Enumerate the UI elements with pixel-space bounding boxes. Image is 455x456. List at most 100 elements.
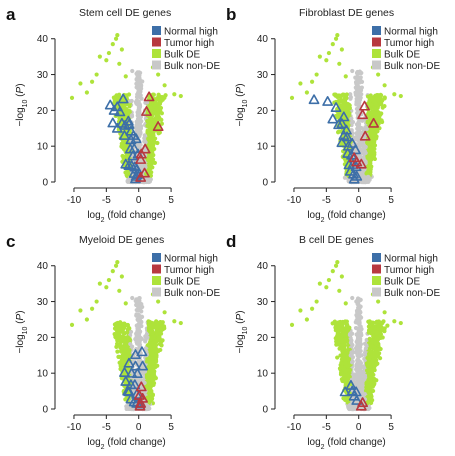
triangle-marker [111, 122, 123, 133]
panel-letter: b [226, 5, 236, 24]
triangle-marker [339, 386, 351, 397]
y-tick-label: 20 [257, 106, 269, 117]
triangle-marker [123, 357, 135, 368]
y-tick-label: 0 [42, 405, 48, 416]
legend-label: Tumor high [384, 265, 434, 276]
legend-swatch [152, 253, 161, 262]
x-tick-label: -5 [322, 195, 331, 206]
legend-swatch [372, 26, 381, 35]
y-tick-label: 30 [257, 297, 269, 308]
y-tick-label: 20 [37, 106, 49, 117]
triangle-marker [327, 113, 339, 124]
triangle-marker [351, 156, 363, 167]
y-axis-label: −log10 (P) [15, 83, 29, 126]
triangle-marker [341, 131, 353, 142]
triangle-marker [130, 133, 142, 144]
x-tick-label: 5 [168, 422, 174, 433]
x-axis-label: log2 (fold change) [87, 210, 165, 224]
y-tick-label: 20 [257, 333, 269, 344]
panel-title: Fibroblast DE genes [299, 7, 394, 19]
x-tick-label: -10 [287, 422, 302, 433]
x-axis-label: log2 (fold change) [307, 437, 385, 451]
y-tick-label: 40 [37, 261, 49, 272]
y-tick-label: 0 [42, 178, 48, 189]
triangle-marker [141, 106, 152, 116]
x-tick-label: 5 [168, 195, 174, 206]
legend-swatch [152, 276, 161, 285]
triangle-marker [104, 99, 116, 110]
legend-label: Normal high [384, 253, 438, 264]
legend-swatch [152, 26, 161, 35]
y-tick-label: 30 [37, 297, 49, 308]
series-tumor-high [133, 381, 148, 411]
legend-swatch [372, 253, 381, 262]
triangle-marker [143, 91, 155, 102]
y-tick-label: 40 [257, 261, 269, 272]
y-tick-label: 10 [37, 142, 49, 153]
panel-letter: a [6, 5, 16, 24]
y-axis-label: −log10 (P) [235, 310, 249, 353]
legend-swatch [152, 49, 161, 58]
triangle-marker [359, 100, 370, 111]
x-tick-label: -5 [102, 422, 111, 433]
triangle-marker [348, 173, 360, 184]
triangle-marker [122, 115, 134, 126]
x-tick-label: 5 [388, 422, 394, 433]
triangle-marker [152, 121, 164, 131]
x-tick-label: -5 [322, 422, 331, 433]
triangle-marker [135, 171, 147, 182]
triangle-marker [357, 109, 368, 120]
triangle-marker [308, 94, 320, 105]
y-tick-label: 40 [257, 34, 269, 45]
x-tick-label: -10 [67, 195, 82, 206]
triangle-marker [336, 137, 348, 148]
triangle-marker [139, 167, 150, 178]
triangle-marker [132, 368, 143, 379]
triangle-marker [336, 118, 348, 129]
panel-title: B cell DE genes [299, 234, 374, 246]
triangle-marker [117, 93, 129, 104]
y-axis-label: −log10 (P) [15, 310, 29, 353]
triangle-marker [119, 130, 130, 140]
y-tick-label: 10 [257, 369, 269, 380]
x-tick-label: 0 [356, 195, 362, 206]
legend-label: Bulk DE [164, 276, 200, 287]
x-tick-label: 0 [356, 422, 362, 433]
triangle-marker [330, 102, 342, 112]
legend-label: Normal high [164, 253, 218, 264]
series-tumor-high [355, 397, 368, 411]
triangle-marker [137, 360, 148, 371]
triangle-marker [119, 367, 130, 377]
panel-c: c Myeloid DE genes 0 10 20 30 40 -10 -5 0 5 −log10 … [6, 232, 220, 451]
legend-swatch [372, 37, 381, 47]
legend-swatch [372, 49, 381, 58]
y-tick-label: 0 [262, 405, 268, 416]
legend-label: Tumor high [164, 265, 214, 276]
triangle-marker [135, 381, 147, 392]
triangle-marker [355, 400, 367, 411]
series-tumor-high [135, 91, 164, 182]
y-tick-label: 0 [262, 178, 268, 189]
x-tick-label: -5 [102, 195, 111, 206]
x-axis-label: log2 (fold change) [307, 210, 385, 224]
y-axis-label: −log10 (P) [235, 83, 249, 126]
triangle-marker [135, 397, 147, 408]
legend-label: Normal high [384, 26, 438, 37]
legend-label: Bulk non-DE [384, 288, 440, 299]
y-tick-label: 30 [37, 70, 49, 81]
legend-label: Tumor high [164, 38, 214, 49]
y-tick-label: 10 [257, 142, 269, 153]
legend-label: Bulk non-DE [384, 61, 440, 72]
x-tick-label: -10 [287, 195, 302, 206]
triangle-marker [322, 96, 334, 106]
x-tick-label: 5 [388, 195, 394, 206]
x-tick-label: 0 [136, 422, 142, 433]
triangle-marker [351, 395, 363, 405]
legend-label: Bulk non-DE [164, 288, 220, 299]
triangle-marker [126, 367, 137, 378]
